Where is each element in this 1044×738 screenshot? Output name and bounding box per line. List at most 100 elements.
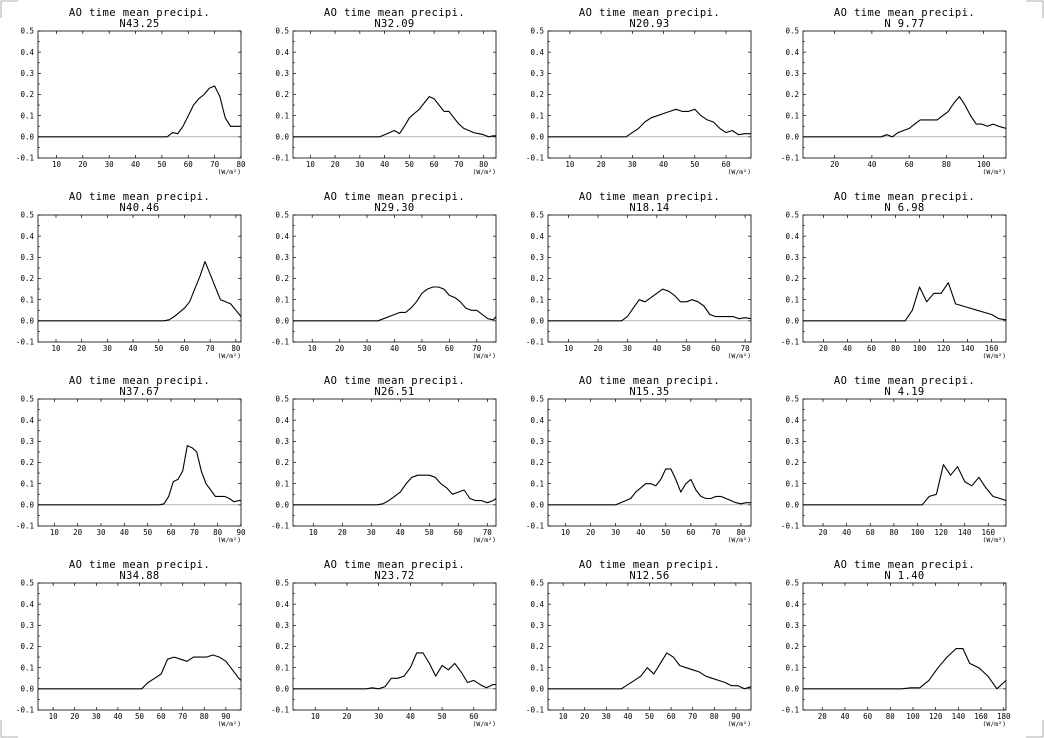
panel-title: AO time mean precipi.	[579, 375, 720, 387]
y-tick-label: 0.5	[785, 395, 799, 404]
x-tick-label: 30	[105, 160, 115, 169]
y-tick-label: 0.0	[785, 316, 799, 325]
x-tick-label: 30	[374, 712, 384, 721]
y-tick-label: -0.1	[781, 706, 799, 715]
y-tick-label: 0.5	[530, 579, 544, 588]
x-tick-label: 20	[818, 712, 828, 721]
y-tick-label: 0.1	[20, 479, 34, 488]
plot-frame	[292, 214, 497, 343]
x-tick-label: 60	[867, 344, 877, 353]
x-tick-label: 20	[597, 160, 607, 169]
y-tick-label: 0.4	[530, 232, 544, 241]
x-tick-label: 30	[628, 160, 638, 169]
y-tick-label: 0.3	[275, 621, 289, 630]
x-tick-label: 80	[200, 712, 210, 721]
y-tick-label: 0.5	[275, 395, 289, 404]
y-tick-label: 0.3	[530, 621, 544, 630]
y-tick-label: 0.4	[785, 600, 799, 609]
panel-title: AO time mean precipi.	[834, 559, 975, 571]
y-tick-label: 0.1	[785, 111, 799, 120]
y-tick-label: -0.1	[526, 154, 544, 163]
x-tick-label: 10	[308, 344, 318, 353]
plot-frame	[292, 30, 497, 159]
x-tick-label: 80	[942, 160, 952, 169]
x-tick-label: 60	[667, 712, 677, 721]
y-tick-label: 0.4	[785, 416, 799, 425]
y-tick-label: 0.3	[530, 437, 544, 446]
chart-panel: AO time mean precipi.N12.56 -0.1 0.0 0.1 0.2…	[526, 559, 752, 728]
series-line	[548, 288, 752, 322]
y-tick-label: -0.1	[16, 522, 34, 531]
panel-subtitle: N26.51	[374, 386, 414, 398]
y-tick-label: 0.0	[785, 684, 799, 693]
x-tick-label: 10	[50, 528, 60, 537]
x-tick-label: 40	[131, 160, 141, 169]
x-tick-label: 10	[306, 160, 316, 169]
plot-frame	[37, 214, 242, 343]
x-tick-label: 40	[129, 344, 139, 353]
x-tick-label: 70	[178, 712, 188, 721]
panel-subtitle: N18.14	[629, 202, 669, 214]
panel-subtitle: N 6.98	[884, 202, 924, 214]
chart-panel: AO time mean precipi.N40.46 -0.1 0.0 0.1 0.2…	[16, 191, 242, 360]
x-unit-label: (W/m²)	[473, 168, 496, 176]
x-tick-label: 40	[659, 160, 669, 169]
y-tick-label: 0.2	[785, 642, 799, 651]
y-tick-label: 0.5	[785, 27, 799, 36]
plot-frame	[292, 398, 497, 527]
chart-panel: AO time mean precipi.N26.51 -0.1 0.0 0.1 0.2…	[271, 375, 497, 544]
y-tick-label: 0.5	[785, 579, 799, 588]
panel-title: AO time mean precipi.	[324, 191, 465, 203]
y-tick-label: -0.1	[271, 706, 289, 715]
x-tick-label: 50	[154, 344, 164, 353]
series-line	[293, 474, 497, 506]
y-tick-label: 0.2	[785, 458, 799, 467]
y-tick-label: 0.0	[20, 316, 34, 325]
plot-frame	[37, 582, 242, 711]
x-tick-label: 40	[396, 528, 406, 537]
y-tick-label: 0.3	[785, 253, 799, 262]
y-tick-label: 0.1	[275, 295, 289, 304]
x-tick-label: 90	[221, 712, 231, 721]
series-line	[803, 464, 1007, 506]
y-tick-label: 0.0	[530, 500, 544, 509]
y-tick-label: -0.1	[781, 154, 799, 163]
chart-panel: AO time mean precipi.N23.72 -0.1 0.0 0.1 0.2…	[271, 559, 497, 728]
y-tick-label: 0.4	[275, 600, 289, 609]
x-tick-label: 60	[863, 712, 873, 721]
y-tick-label: 0.5	[20, 395, 34, 404]
chart-panel: AO time mean precipi.N20.93 -0.1 0.0 0.1 0.2…	[526, 7, 752, 176]
y-tick-label: -0.1	[271, 338, 289, 347]
plot-frame	[802, 214, 1007, 343]
x-tick-label: 40	[113, 712, 123, 721]
x-tick-label: 60	[166, 528, 176, 537]
y-tick-label: 0.4	[20, 416, 34, 425]
x-tick-label: 20	[819, 344, 829, 353]
x-tick-label: 10	[565, 160, 575, 169]
x-tick-label: 90	[236, 528, 246, 537]
x-tick-label: 80	[213, 528, 223, 537]
x-tick-label: 100	[913, 344, 927, 353]
y-tick-label: 0.1	[530, 663, 544, 672]
x-unit-label: (W/m²)	[218, 352, 241, 360]
y-tick-label: 0.4	[785, 48, 799, 57]
y-tick-label: 0.5	[20, 579, 34, 588]
series-line	[548, 468, 751, 506]
x-unit-label: (W/m²)	[473, 720, 496, 728]
x-tick-label: 30	[623, 344, 633, 353]
x-tick-label: 40	[380, 160, 390, 169]
x-tick-label: 80	[710, 712, 720, 721]
y-tick-label: 0.0	[20, 132, 34, 141]
corner-mark-bottom-left	[0, 720, 18, 738]
plot-frame	[547, 214, 752, 343]
x-tick-label: 20	[338, 528, 348, 537]
x-tick-label: 50	[438, 712, 448, 721]
y-tick-label: 0.2	[785, 90, 799, 99]
y-tick-label: 0.5	[275, 27, 289, 36]
x-tick-label: 180	[997, 712, 1011, 721]
panel-subtitle: N 4.19	[884, 386, 924, 398]
x-tick-label: 50	[425, 528, 435, 537]
y-tick-label: 0.0	[530, 132, 544, 141]
series-line	[293, 286, 497, 322]
plot-frame	[292, 582, 497, 711]
